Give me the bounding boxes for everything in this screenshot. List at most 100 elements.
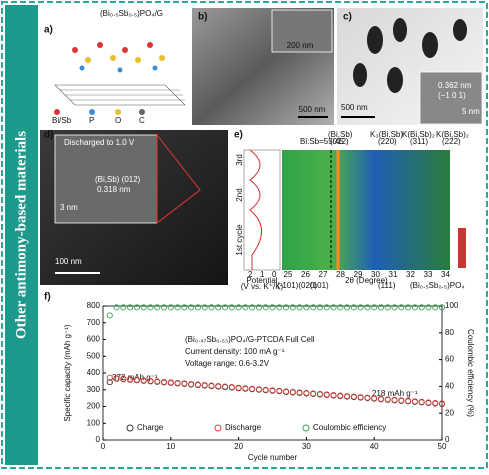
x-tick-label: 30 bbox=[302, 442, 311, 451]
point bbox=[330, 392, 337, 399]
point bbox=[316, 390, 324, 397]
point bbox=[283, 304, 290, 311]
x-label: Cycle number bbox=[248, 453, 298, 462]
point bbox=[127, 376, 134, 383]
point bbox=[411, 304, 418, 311]
point bbox=[249, 304, 256, 311]
x-tick-label: 40 bbox=[370, 442, 379, 451]
potential-tick: 0 bbox=[272, 270, 277, 279]
panel-label: b) bbox=[198, 12, 207, 23]
scale-label: 3 nm bbox=[60, 203, 78, 212]
point bbox=[411, 398, 418, 405]
scale-label: 200 nm bbox=[287, 41, 314, 50]
cycle-label: 3rd bbox=[235, 154, 244, 166]
peak-label: (012) bbox=[330, 137, 349, 146]
legend-entry: O bbox=[115, 116, 121, 125]
annotation: 218 mAh g⁻¹ bbox=[372, 389, 418, 398]
point bbox=[377, 395, 385, 402]
point bbox=[147, 304, 154, 311]
point bbox=[323, 304, 330, 311]
point bbox=[133, 376, 140, 383]
panel-label: e) bbox=[234, 130, 243, 141]
point bbox=[140, 304, 147, 311]
ratio-label: Bi:Sb=55:45 bbox=[300, 137, 344, 146]
x-tick-label: 50 bbox=[438, 442, 447, 451]
phase-label: (Bi₀.₅Sb₀.₅)PO₄ bbox=[410, 281, 465, 290]
x-tick-label: 30 bbox=[371, 270, 380, 279]
point bbox=[432, 399, 439, 407]
point bbox=[255, 386, 262, 393]
point bbox=[262, 386, 269, 393]
point bbox=[208, 382, 215, 389]
inset-image bbox=[419, 71, 483, 125]
point bbox=[276, 304, 283, 311]
point bbox=[384, 304, 391, 311]
point bbox=[344, 304, 351, 311]
point bbox=[154, 378, 161, 385]
point bbox=[269, 304, 276, 311]
potential-tick: 2 bbox=[248, 270, 253, 279]
y-tick-label: 0 bbox=[96, 435, 101, 444]
y2-tick-label: 40 bbox=[445, 382, 454, 391]
peak-label: (222) bbox=[442, 137, 461, 146]
point bbox=[425, 304, 432, 311]
y2-tick-label: 0 bbox=[445, 435, 450, 444]
point bbox=[249, 385, 256, 392]
point bbox=[438, 400, 446, 407]
y-tick-label: 400 bbox=[87, 368, 101, 377]
peak-label: (220) bbox=[378, 137, 397, 146]
point bbox=[242, 385, 249, 392]
point bbox=[371, 395, 378, 402]
legend-entry: Bi/Sb bbox=[52, 116, 72, 125]
point bbox=[201, 382, 208, 389]
zoom-lines bbox=[156, 133, 201, 225]
peak-label: K(Bi,Sb)₂ bbox=[402, 130, 435, 139]
cycle-label: 2nd bbox=[235, 188, 244, 201]
y2-label: Coulombic efficiency (%) bbox=[466, 329, 475, 417]
potential-tick: 1 bbox=[260, 270, 265, 279]
potential-label: Potential bbox=[246, 276, 277, 285]
scale-label: 500 nm bbox=[341, 103, 368, 112]
point bbox=[418, 304, 425, 311]
point bbox=[174, 379, 181, 386]
point bbox=[350, 304, 357, 311]
y2-tick-label: 60 bbox=[445, 355, 454, 364]
point bbox=[188, 381, 195, 388]
point bbox=[106, 312, 113, 319]
point bbox=[106, 379, 113, 386]
point bbox=[208, 304, 215, 311]
panel-label: f) bbox=[44, 292, 51, 303]
point bbox=[160, 304, 168, 311]
x-tick-label: 32 bbox=[406, 270, 415, 279]
bottom-peak: (-101)(020) bbox=[277, 281, 317, 290]
point bbox=[357, 304, 364, 311]
point bbox=[432, 304, 439, 311]
inset-image bbox=[271, 9, 333, 53]
point bbox=[228, 304, 235, 311]
x-tick-label: 25 bbox=[284, 270, 293, 279]
point bbox=[391, 304, 398, 311]
point bbox=[330, 304, 337, 311]
y-tick-label: 500 bbox=[87, 351, 101, 360]
phase-label: (Bi,Sb) (012) bbox=[95, 175, 141, 184]
panel-title: (Bi₀.₅Sb₀.₅)PO₄/G bbox=[100, 9, 163, 18]
chart-title: (Bi₀.₄₇Sb₀.₅₃)PO₄/G-PTCDA Full Cell bbox=[185, 335, 315, 344]
point bbox=[337, 304, 344, 311]
point bbox=[398, 304, 405, 311]
point bbox=[127, 304, 134, 311]
point bbox=[357, 394, 364, 401]
x-tick-label: 10 bbox=[166, 442, 175, 451]
legend-entry: Discharge bbox=[225, 423, 262, 432]
point bbox=[194, 304, 201, 311]
scale-label: 5 nm bbox=[462, 107, 480, 116]
x-tick-label: 34 bbox=[441, 270, 450, 279]
point bbox=[242, 304, 249, 311]
point bbox=[228, 384, 235, 391]
cycle-label: 1st cycle bbox=[235, 224, 244, 256]
point bbox=[140, 377, 147, 384]
y-label: Specific capacity (mAh g⁻¹) bbox=[63, 324, 72, 421]
bottom-peak: (101) bbox=[310, 281, 329, 290]
y-tick-label: 200 bbox=[87, 402, 101, 411]
point bbox=[398, 397, 405, 404]
